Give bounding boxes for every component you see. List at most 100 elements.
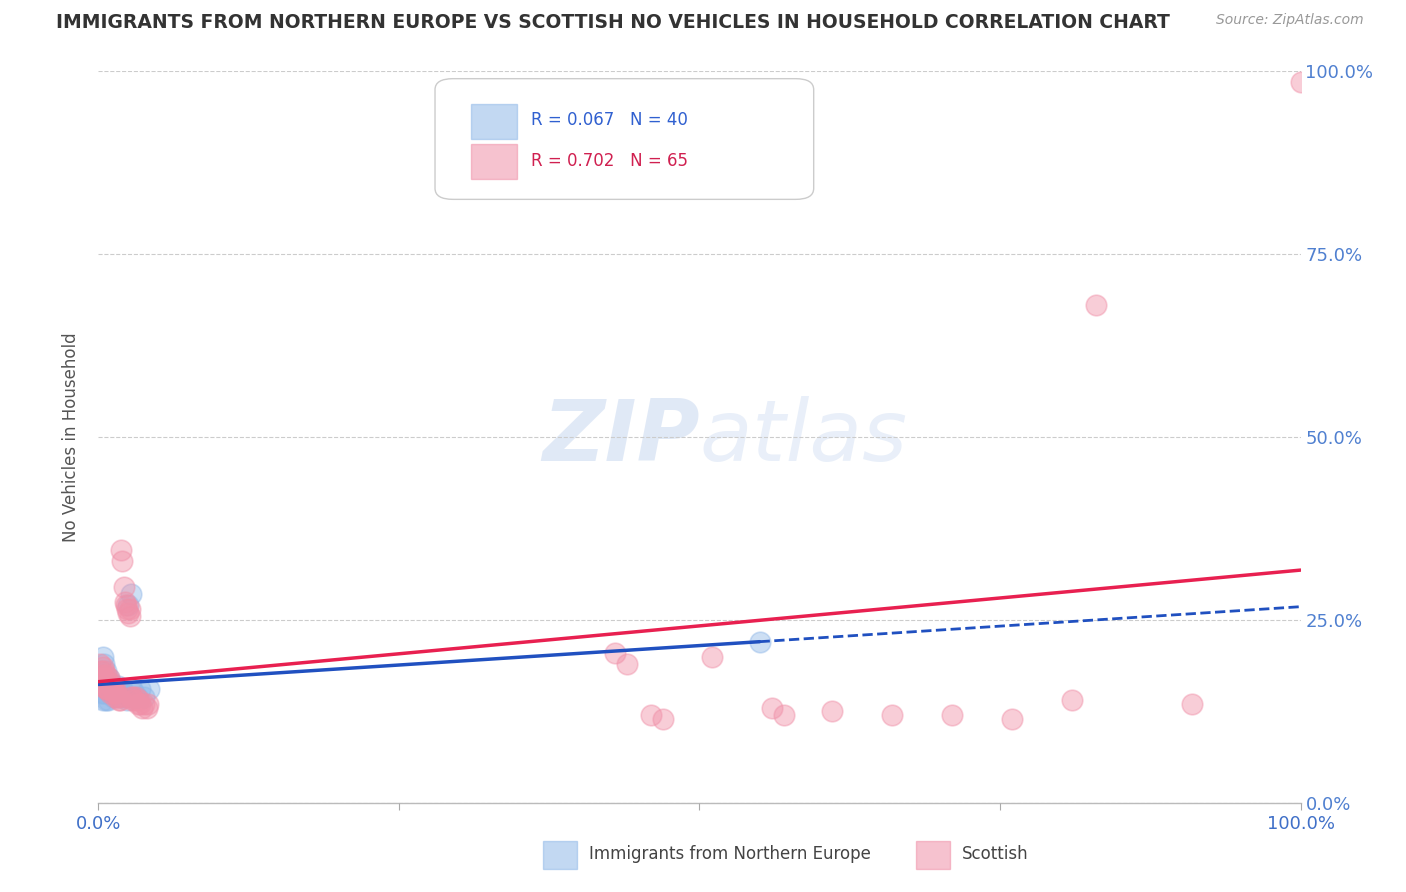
Point: [700, 649, 723, 664]
Point: [135, 700, 157, 714]
Point: [1085, 298, 1108, 312]
Point: [124, 686, 146, 700]
Point: [90, 664, 112, 678]
Point: [748, 635, 770, 649]
Point: [112, 580, 135, 594]
Point: [1289, 75, 1312, 89]
Point: [605, 646, 627, 660]
Point: [129, 682, 152, 697]
Point: [121, 682, 143, 697]
Point: [91, 672, 114, 686]
Point: [91, 693, 114, 707]
Point: [97, 675, 120, 690]
Point: [93, 686, 115, 700]
Point: [98, 682, 121, 697]
FancyBboxPatch shape: [434, 78, 814, 200]
Point: [652, 712, 675, 726]
Point: [91, 667, 114, 681]
Point: [761, 700, 783, 714]
Point: [111, 554, 134, 568]
Point: [91, 686, 114, 700]
Point: [104, 690, 127, 704]
Point: [125, 690, 148, 704]
Point: [110, 686, 132, 700]
Bar: [543, 841, 576, 869]
Point: [1181, 697, 1204, 711]
Point: [131, 700, 153, 714]
Point: [616, 657, 638, 671]
Point: [101, 690, 124, 704]
Point: [821, 705, 844, 719]
Point: [124, 693, 146, 707]
Point: [941, 708, 963, 723]
Point: [91, 672, 114, 686]
Text: R = 0.702   N = 65: R = 0.702 N = 65: [531, 152, 688, 169]
Point: [117, 693, 139, 707]
Point: [132, 690, 155, 704]
Point: [100, 675, 122, 690]
Point: [93, 675, 115, 690]
Text: Immigrants from Northern Europe: Immigrants from Northern Europe: [589, 845, 870, 863]
Point: [118, 609, 141, 624]
Point: [97, 682, 120, 697]
Point: [91, 660, 114, 674]
Point: [100, 675, 122, 690]
Point: [772, 708, 794, 723]
Point: [90, 664, 112, 678]
Point: [880, 708, 903, 723]
Point: [107, 690, 129, 704]
Point: [107, 679, 129, 693]
Point: [108, 690, 131, 704]
Point: [96, 675, 118, 690]
Point: [114, 594, 136, 608]
Point: [136, 697, 159, 711]
Point: [104, 682, 127, 697]
Point: [108, 690, 131, 704]
Point: [132, 697, 155, 711]
Point: [118, 602, 141, 616]
Point: [91, 679, 114, 693]
Point: [97, 679, 120, 693]
Point: [108, 682, 131, 697]
Point: [128, 693, 150, 707]
Text: Source: ZipAtlas.com: Source: ZipAtlas.com: [1216, 13, 1364, 28]
Point: [94, 682, 117, 697]
Point: [111, 682, 134, 697]
Point: [114, 690, 136, 704]
Point: [101, 682, 124, 697]
Point: [108, 693, 131, 707]
Point: [117, 606, 139, 620]
Point: [121, 693, 143, 707]
Bar: [915, 841, 949, 869]
Point: [93, 657, 115, 671]
Point: [127, 697, 149, 711]
Point: [94, 667, 117, 681]
Point: [1001, 712, 1024, 726]
Point: [115, 599, 138, 613]
Point: [91, 649, 114, 664]
Point: [97, 693, 120, 707]
Point: [117, 599, 139, 613]
Point: [93, 664, 115, 678]
Point: [98, 682, 121, 697]
Point: [120, 587, 142, 601]
Point: [89, 657, 111, 671]
Point: [110, 543, 132, 558]
Text: ZIP: ZIP: [541, 395, 700, 479]
Point: [100, 686, 122, 700]
Point: [108, 693, 131, 707]
Point: [117, 602, 139, 616]
Point: [125, 690, 148, 704]
Text: IMMIGRANTS FROM NORTHERN EUROPE VS SCOTTISH NO VEHICLES IN HOUSEHOLD CORRELATION: IMMIGRANTS FROM NORTHERN EUROPE VS SCOTT…: [56, 13, 1170, 32]
Point: [122, 690, 145, 704]
Point: [96, 682, 118, 697]
Text: Scottish: Scottish: [962, 845, 1028, 863]
Point: [129, 697, 152, 711]
Point: [1062, 693, 1084, 707]
Point: [100, 679, 122, 693]
Point: [100, 686, 122, 700]
Point: [105, 686, 128, 700]
Point: [91, 679, 114, 693]
Point: [103, 686, 125, 700]
Text: R = 0.067   N = 40: R = 0.067 N = 40: [531, 112, 688, 129]
